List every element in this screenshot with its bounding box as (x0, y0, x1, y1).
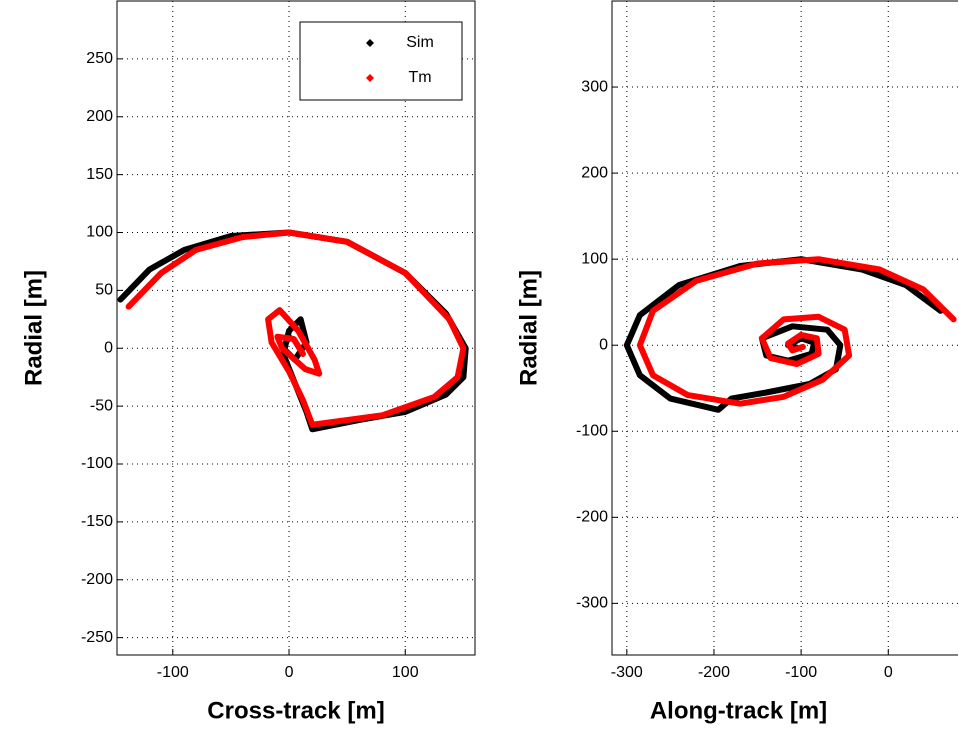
y-axis-title: Radial [m] (515, 270, 542, 386)
plot-lines (117, 229, 469, 433)
legend-label: Tm (408, 69, 431, 86)
y-tick-label: 100 (581, 250, 608, 267)
x-axis-title: Cross-track [m] (207, 697, 384, 724)
x-tick-label: 0 (285, 664, 294, 681)
y-tick-label: -200 (576, 509, 608, 526)
y-tick-label: -150 (81, 513, 113, 530)
y-tick-label: -100 (576, 422, 608, 439)
legend-box (299, 21, 463, 101)
legend-marker (366, 39, 374, 47)
y-tick-label: 250 (86, 50, 113, 67)
y-tick-label: 0 (599, 336, 608, 353)
y-tick-label: -250 (81, 629, 113, 646)
y-tick-label: 50 (95, 282, 113, 299)
legend-marker (366, 74, 374, 82)
y-tick-label: -100 (81, 455, 113, 472)
y-tick-label: 200 (581, 164, 608, 181)
series-line (117, 229, 469, 433)
y-axis-title: Radial [m] (20, 270, 47, 386)
axes-frame (116, 0, 476, 656)
x-tick-label: -200 (698, 664, 730, 681)
y-tick-label: 200 (86, 108, 113, 125)
series-line (636, 256, 957, 407)
series-line (125, 229, 467, 428)
legend-label: Sim (406, 34, 434, 51)
y-tick-label: -50 (90, 397, 113, 414)
y-tick-label: 100 (86, 224, 113, 241)
axes-frame (611, 0, 958, 656)
x-tick-label: -100 (785, 664, 817, 681)
plot-lines (623, 256, 957, 413)
y-tick-label: 300 (581, 78, 608, 95)
y-tick-label: 150 (86, 166, 113, 183)
y-tick-label: -200 (81, 571, 113, 588)
x-tick-label: 100 (392, 664, 419, 681)
x-tick-label: 0 (884, 664, 893, 681)
legend: Sim Tm (299, 21, 463, 101)
x-axis-title: Along-track [m] (650, 697, 827, 724)
y-tick-label: -300 (576, 595, 608, 612)
y-tick-label: 0 (104, 339, 113, 356)
x-tick-label: -300 (611, 664, 643, 681)
x-tick-label: -100 (157, 664, 189, 681)
